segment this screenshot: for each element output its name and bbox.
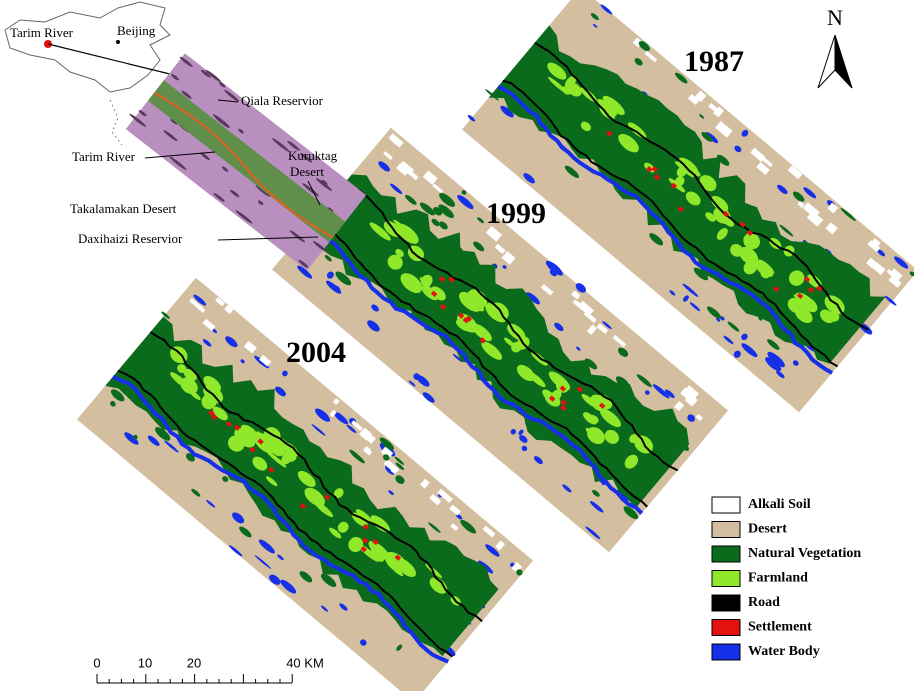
scale-label: 0 <box>93 655 100 670</box>
legend-label: Settlement <box>748 620 812 635</box>
year-label: 1999 <box>486 197 546 230</box>
islands <box>110 100 122 145</box>
legend-swatch <box>712 571 740 587</box>
label: Daxihaizi Reservior <box>78 231 183 246</box>
legend-swatch <box>712 546 740 562</box>
legend-label: Farmland <box>748 571 808 586</box>
legend-label: Road <box>748 595 780 610</box>
scale-label: 40 KM <box>286 655 324 670</box>
label: Desert <box>290 164 324 179</box>
legend-swatch <box>712 497 740 513</box>
legend-label: Alkali Soil <box>748 497 811 512</box>
beijing-dot <box>116 40 120 44</box>
year-label: 1987 <box>684 45 744 78</box>
legend-label: Desert <box>748 522 787 537</box>
scale-label: 20 <box>187 655 201 670</box>
label: Beijing <box>117 23 156 38</box>
scale-bar: 0 10 20 40 KM <box>93 655 323 683</box>
china-outline <box>5 2 170 92</box>
label: Qiala Reservior <box>241 93 324 108</box>
leader <box>48 44 178 76</box>
year-label: 2004 <box>286 336 346 369</box>
north-arrow <box>835 35 852 88</box>
label: Tarim River <box>72 149 136 164</box>
legend-swatch <box>712 620 740 636</box>
north-label: N <box>827 5 843 30</box>
label: Tarim River <box>10 25 74 40</box>
legend-swatch <box>712 644 740 660</box>
legend-label: Natural Vegetation <box>748 546 861 561</box>
north-arrow <box>818 35 835 88</box>
scale-label: 10 <box>138 655 152 670</box>
legend-label: Water Body <box>748 644 820 659</box>
label: Kuruktag <box>288 148 338 163</box>
legend-swatch <box>712 522 740 538</box>
legend: Alkali Soil Desert Natural Vegetation Farml… <box>712 497 861 660</box>
legend-swatch <box>712 595 740 611</box>
label: Takalamakan Desert <box>70 201 177 216</box>
map-figure: Tarim River Beijing Qiala Reservior Tari… <box>0 0 914 691</box>
